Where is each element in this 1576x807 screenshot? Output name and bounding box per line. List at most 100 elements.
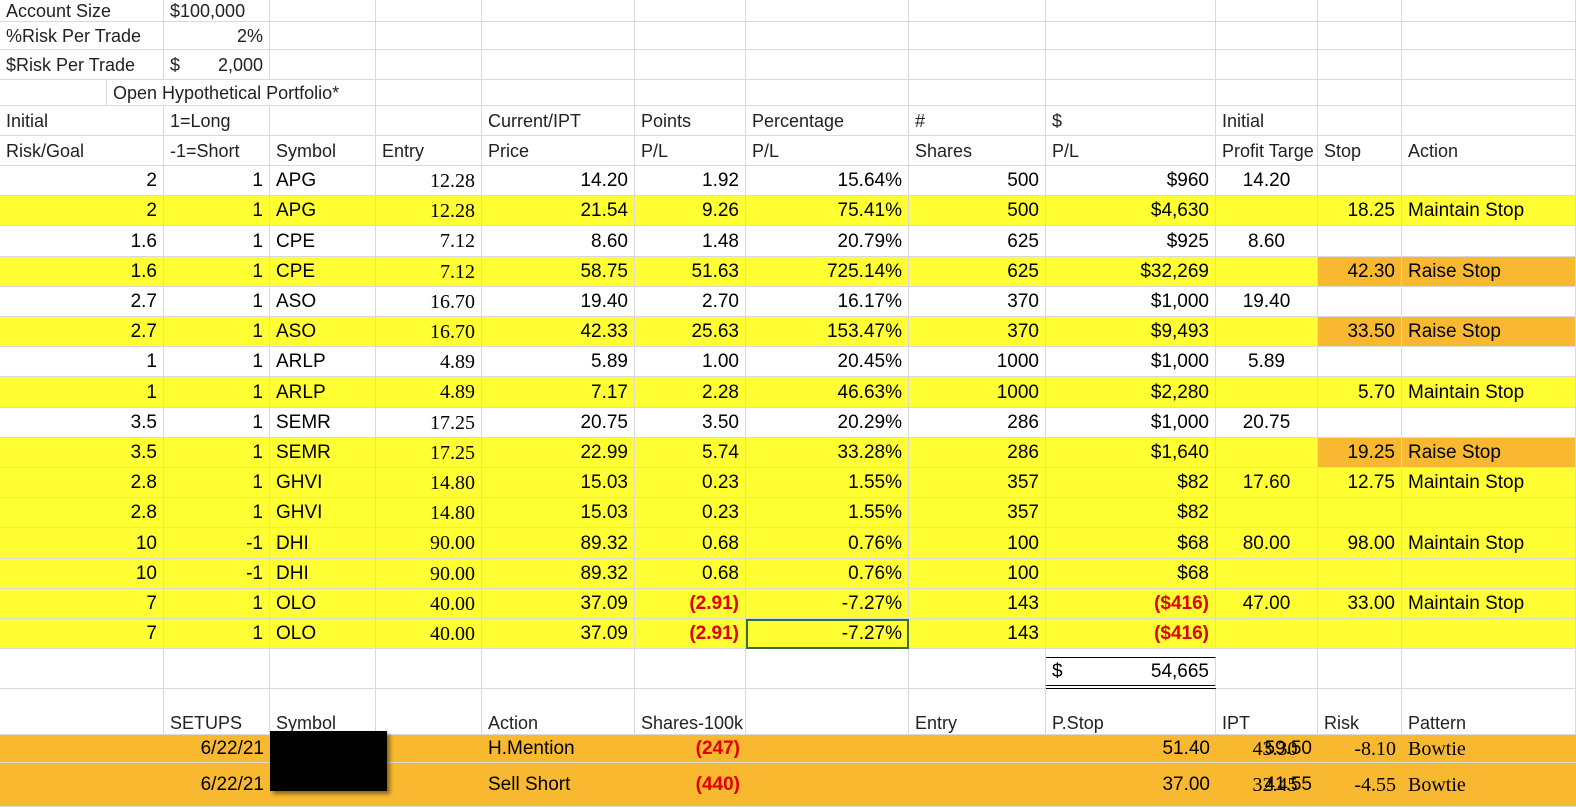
setups-header[interactable]: Entry [909,689,1046,735]
risk-percent-value[interactable]: 2% [164,22,270,50]
points-pl[interactable]: 0.68 [635,559,746,589]
header-bottom[interactable]: Price [482,136,635,166]
action[interactable]: Maintain Stop [1402,196,1576,226]
header-bottom[interactable]: P/L [746,136,909,166]
risk-goal[interactable]: 1.6 [0,257,164,287]
setup-shares[interactable]: (247) [635,735,746,763]
empty-cell[interactable] [1402,649,1576,689]
empty-cell[interactable] [1318,50,1402,80]
stop[interactable]: 33.50 [1318,317,1402,347]
action[interactable]: Maintain Stop [1402,589,1576,619]
risk-goal[interactable]: 2 [0,166,164,196]
shares[interactable]: 1000 [909,347,1046,377]
stop[interactable]: 98.00 [1318,528,1402,559]
setups-header[interactable]: Pattern [1402,689,1576,735]
header-bottom[interactable]: -1=Short [164,136,270,166]
direction[interactable]: 1 [164,166,270,196]
percentage-pl[interactable]: 15.64% [746,166,909,196]
dollar-pl[interactable]: $1,000 [1046,347,1216,377]
empty-cell[interactable] [482,50,635,80]
current-price[interactable]: 37.09 [482,589,635,619]
direction[interactable]: 1 [164,317,270,347]
profit-target[interactable] [1216,257,1318,287]
setup-blank[interactable] [0,763,164,807]
empty-cell[interactable] [1402,80,1576,106]
empty-cell[interactable] [909,50,1046,80]
header-bottom[interactable]: Action [1402,136,1576,166]
current-price[interactable]: 15.03 [482,468,635,498]
points-pl[interactable]: 5.74 [635,438,746,468]
percentage-pl[interactable]: 0.76% [746,559,909,589]
current-price[interactable]: 7.17 [482,377,635,408]
empty-cell[interactable] [909,80,1046,106]
header-bottom[interactable]: Entry [376,136,482,166]
header-top[interactable] [1402,106,1576,136]
empty-cell[interactable] [635,50,746,80]
symbol[interactable]: SEMR [270,438,376,468]
points-pl[interactable]: 1.48 [635,226,746,257]
shares[interactable]: 143 [909,619,1046,649]
risk-goal[interactable]: 1 [0,377,164,408]
action[interactable]: Raise Stop [1402,438,1576,468]
entry[interactable]: 12.28 [376,166,482,196]
empty-cell[interactable] [482,0,635,22]
empty-cell[interactable] [0,649,164,689]
points-pl[interactable]: 0.23 [635,498,746,528]
shares[interactable]: 370 [909,317,1046,347]
empty-cell[interactable] [635,649,746,689]
direction[interactable]: 1 [164,257,270,287]
stop[interactable]: 18.25 [1318,196,1402,226]
empty-cell[interactable] [270,649,376,689]
profit-target[interactable] [1216,317,1318,347]
dollar-pl[interactable]: ($416) [1046,589,1216,619]
stop[interactable] [1318,347,1402,377]
dollar-pl[interactable]: $2,280 [1046,377,1216,408]
stop[interactable] [1318,619,1402,649]
current-price[interactable]: 20.75 [482,408,635,438]
symbol[interactable]: CPE [270,226,376,257]
profit-target[interactable]: 19.40 [1216,287,1318,317]
empty-cell[interactable] [376,80,482,106]
direction[interactable]: 1 [164,287,270,317]
symbol[interactable]: SEMR [270,408,376,438]
risk-goal[interactable]: 1 [0,347,164,377]
shares[interactable]: 370 [909,287,1046,317]
empty-cell[interactable] [1046,50,1216,80]
symbol[interactable]: CPE [270,257,376,287]
risk-goal[interactable]: 2.7 [0,287,164,317]
dollar-pl[interactable]: $1,000 [1046,408,1216,438]
empty-cell[interactable] [270,50,376,80]
dollar-pl[interactable]: $9,493 [1046,317,1216,347]
empty-cell[interactable] [1216,22,1318,50]
empty-cell[interactable] [0,80,107,106]
header-bottom[interactable]: P/L [635,136,746,166]
symbol[interactable]: ARLP [270,347,376,377]
direction[interactable]: 1 [164,619,270,649]
profit-target[interactable] [1216,559,1318,589]
empty-cell[interactable] [1216,0,1318,22]
action[interactable]: Raise Stop [1402,317,1576,347]
entry[interactable]: 17.25 [376,408,482,438]
profit-target[interactable]: 14.20 [1216,166,1318,196]
points-pl[interactable]: 2.70 [635,287,746,317]
empty-cell[interactable] [1046,22,1216,50]
setup-ipt[interactable]: 32.45 [1230,763,1320,807]
direction[interactable]: 1 [164,196,270,226]
empty-cell[interactable] [635,0,746,22]
shares[interactable]: 286 [909,438,1046,468]
stop[interactable] [1318,287,1402,317]
risk-goal[interactable]: 7 [0,589,164,619]
risk-goal[interactable]: 2.8 [0,468,164,498]
empty-cell[interactable] [270,22,376,50]
action[interactable] [1402,347,1576,377]
entry[interactable]: 12.28 [376,196,482,226]
risk-percent-label[interactable]: %Risk Per Trade [0,22,164,50]
percentage-pl[interactable]: 1.55% [746,468,909,498]
entry[interactable]: 14.80 [376,468,482,498]
direction[interactable]: -1 [164,528,270,559]
header-top[interactable]: Percentage [746,106,909,136]
current-price[interactable]: 5.89 [482,347,635,377]
direction[interactable]: 1 [164,408,270,438]
dollar-pl[interactable]: $68 [1046,528,1216,559]
profit-target[interactable] [1216,438,1318,468]
